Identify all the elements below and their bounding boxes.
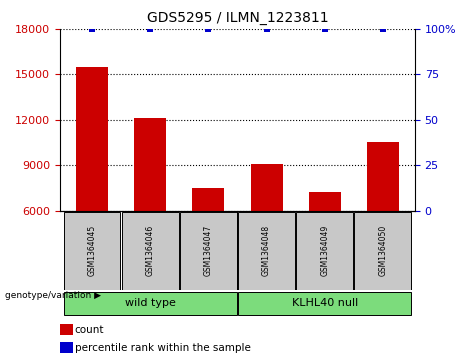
- Text: GSM1364049: GSM1364049: [320, 225, 329, 276]
- Text: GSM1364048: GSM1364048: [262, 225, 271, 276]
- Bar: [64, 212, 120, 290]
- Text: percentile rank within the sample: percentile rank within the sample: [75, 343, 251, 353]
- Text: wild type: wild type: [124, 298, 176, 308]
- Bar: [60, 342, 73, 354]
- Bar: [309, 192, 341, 211]
- Bar: [76, 67, 108, 211]
- Title: GDS5295 / ILMN_1223811: GDS5295 / ILMN_1223811: [147, 11, 328, 25]
- Point: [147, 26, 154, 32]
- Bar: [134, 118, 166, 211]
- Bar: [238, 292, 411, 314]
- Bar: [60, 324, 73, 335]
- Text: KLHL40 null: KLHL40 null: [291, 298, 358, 308]
- Bar: [250, 164, 283, 211]
- Text: GSM1364047: GSM1364047: [204, 225, 213, 276]
- Text: GSM1364046: GSM1364046: [146, 225, 154, 276]
- Bar: [367, 142, 399, 211]
- Point: [263, 26, 270, 32]
- Point: [88, 26, 95, 32]
- Text: GSM1364045: GSM1364045: [88, 225, 96, 276]
- Bar: [355, 212, 411, 290]
- Bar: [64, 292, 237, 314]
- Bar: [122, 212, 178, 290]
- Bar: [238, 212, 295, 290]
- Point: [205, 26, 212, 32]
- Bar: [192, 188, 225, 211]
- Text: genotype/variation ▶: genotype/variation ▶: [5, 291, 100, 300]
- Point: [379, 26, 387, 32]
- Point: [321, 26, 328, 32]
- Text: count: count: [75, 325, 104, 335]
- Text: GSM1364050: GSM1364050: [378, 225, 387, 276]
- Bar: [296, 212, 353, 290]
- Bar: [180, 212, 237, 290]
